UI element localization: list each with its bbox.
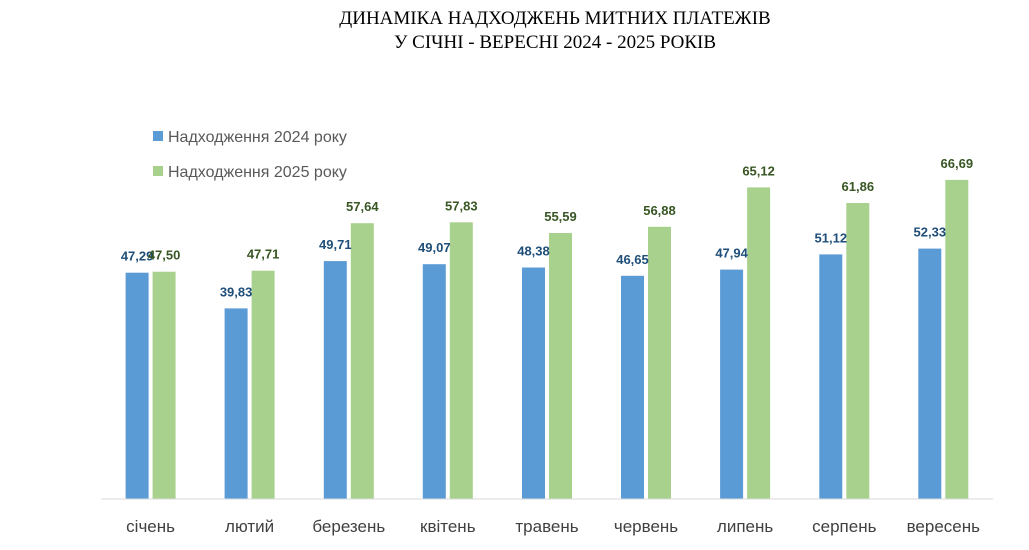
bar-2024-6	[720, 270, 743, 499]
x-tick-label-1: лютий	[225, 517, 274, 536]
legend-label-2025: Надходження 2025 року	[168, 164, 347, 181]
data-label-2025-1: 47,71	[247, 247, 280, 262]
bar-2025-5	[648, 227, 671, 499]
x-tick-label-5: червень	[614, 517, 678, 536]
x-tick-label-8: вересень	[907, 517, 981, 536]
bar-2024-7	[819, 254, 842, 499]
bar-2025-1	[252, 271, 275, 499]
bar-2025-7	[846, 203, 869, 499]
data-label-2024-1: 39,83	[220, 284, 253, 299]
bar-2024-4	[522, 268, 545, 500]
data-label-2024-4: 48,38	[517, 244, 550, 259]
data-label-2024-8: 52,33	[914, 225, 947, 240]
x-tick-label-4: травень	[515, 517, 578, 536]
bar-series-group	[126, 180, 969, 499]
chart-title-line-2: У СІЧНІ - ВЕРЕСНІ 2024 - 2025 РОКІВ	[394, 32, 716, 53]
chart-title: ДИНАМІКА НАДХОДЖЕНЬ МИТНИХ ПЛАТЕЖІВ У СІ…	[339, 8, 770, 53]
x-tick-label-3: квітень	[420, 517, 476, 536]
data-label-2024-3: 49,07	[418, 240, 451, 255]
data-label-2025-5: 56,88	[643, 203, 676, 218]
data-label-2025-8: 66,69	[941, 156, 974, 171]
data-label-2025-3: 57,83	[445, 198, 478, 213]
bar-2024-0	[126, 273, 149, 499]
legend-swatch-2024	[153, 131, 163, 141]
x-tick-label-6: липень	[717, 517, 773, 536]
data-label-2024-6: 47,94	[715, 246, 748, 261]
legend-label-2024: Надходження 2024 року	[168, 129, 347, 146]
bar-2024-2	[324, 261, 347, 499]
chart-title-line-1: ДИНАМІКА НАДХОДЖЕНЬ МИТНИХ ПЛАТЕЖІВ	[339, 8, 770, 29]
data-label-2024-5: 46,65	[616, 252, 649, 267]
data-label-2025-6: 65,12	[742, 163, 775, 178]
data-label-2024-7: 51,12	[815, 230, 848, 245]
bar-2025-2	[351, 223, 374, 499]
bar-2024-8	[918, 249, 941, 499]
bar-2025-0	[153, 272, 176, 499]
data-label-2025-0: 47,50	[148, 248, 181, 263]
bar-2025-4	[549, 233, 572, 499]
bar-2024-1	[225, 308, 248, 499]
x-tick-label-2: березень	[312, 517, 385, 536]
bar-2024-5	[621, 276, 644, 499]
x-axis-tick-labels: січень лютий березень квітень травень червень…	[126, 517, 980, 536]
bar-2024-3	[423, 264, 446, 499]
x-tick-label-0: січень	[126, 517, 175, 536]
data-label-2025-2: 57,64	[346, 199, 379, 214]
bar-2025-3	[450, 222, 473, 499]
bar-2025-8	[945, 180, 968, 499]
chart-legend: Надходження 2024 року Надходження 2025 р…	[153, 129, 347, 181]
data-label-2025-4: 55,59	[544, 209, 577, 224]
x-tick-label-7: серпень	[812, 517, 876, 536]
data-label-2024-2: 49,71	[319, 237, 352, 252]
legend-swatch-2025	[153, 166, 163, 176]
data-label-2025-7: 61,86	[842, 179, 875, 194]
bar-2025-6	[747, 187, 770, 499]
